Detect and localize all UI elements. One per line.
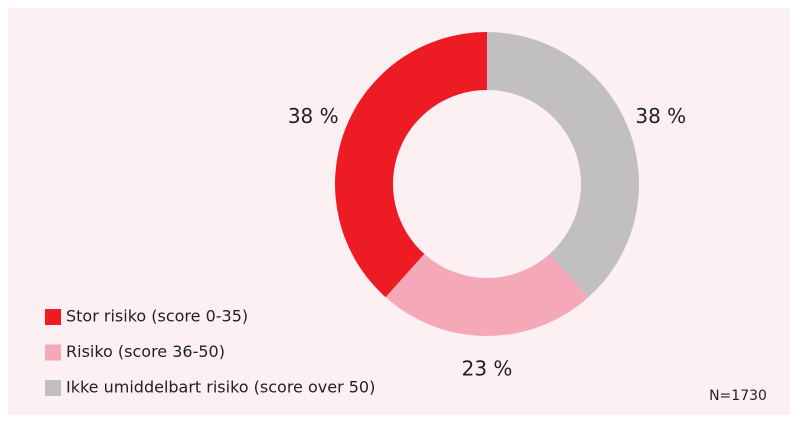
donut-slice <box>487 31 639 298</box>
legend-label: Risiko (score 36-50) <box>66 342 225 361</box>
legend-swatch <box>45 380 61 396</box>
annotation: N=1730 <box>709 388 767 404</box>
legend-label: Ikke umiddelbart risiko (score over 50) <box>66 378 375 397</box>
data-label: 38 % <box>288 104 339 128</box>
legend-swatch <box>45 309 61 325</box>
legend-swatch <box>45 344 61 361</box>
donut-slice <box>335 32 487 298</box>
legend-label: Stor risiko (score 0-35) <box>66 307 248 326</box>
data-label: 38 % <box>635 104 686 128</box>
data-label: 23 % <box>462 357 513 381</box>
donut-slice <box>385 254 589 336</box>
